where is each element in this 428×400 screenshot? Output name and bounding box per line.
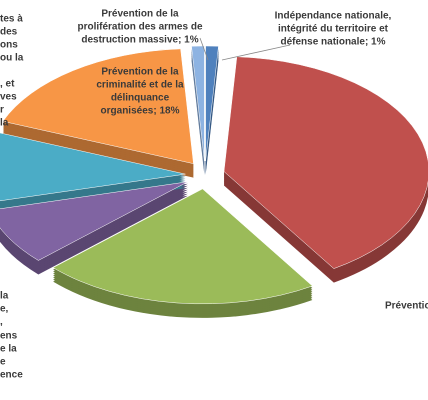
- slice: [223, 56, 428, 269]
- slice: [0, 132, 186, 202]
- slice-label: Prévention de la: [101, 8, 179, 19]
- slice-label: Indépendance nationale,: [275, 10, 392, 21]
- slice-label: r: [0, 104, 4, 115]
- slice-label: e,: [0, 303, 9, 314]
- slice-label: destruction massive; 1%: [81, 34, 198, 45]
- slice-label: e: [0, 356, 6, 367]
- slice-label: , et: [0, 78, 15, 89]
- slice-label: ou la: [0, 52, 24, 63]
- slice: [191, 45, 205, 162]
- slice-label: ens: [0, 330, 18, 341]
- slice-label: tes à: [0, 13, 23, 24]
- slice-label: délinquance: [111, 92, 170, 103]
- slice-label: criminalité et de la: [96, 79, 184, 90]
- slice-label: Préventio: [385, 300, 428, 311]
- slice-label: des: [0, 26, 18, 37]
- slice-label: ves: [0, 91, 17, 102]
- slice: [205, 45, 219, 162]
- slice-label: la: [0, 290, 9, 301]
- slice: [52, 188, 313, 305]
- slice-label: ons: [0, 39, 18, 50]
- slice-label: e la: [0, 343, 17, 354]
- slice-label: ence: [0, 369, 23, 380]
- slice-label: Prévention de la: [101, 66, 179, 77]
- slice: [2, 48, 194, 164]
- slice-label: intégrité du territoire et: [278, 23, 389, 34]
- leader-line: [221, 44, 291, 61]
- slice-label: la: [0, 117, 9, 128]
- slice-label: défense nationale; 1%: [280, 36, 385, 47]
- slice-label: ,: [0, 316, 3, 327]
- slice: [0, 181, 188, 261]
- leader-line: [199, 37, 209, 61]
- slice-label: organisées; 18%: [101, 105, 180, 116]
- slice-label: prolifération des armes de: [77, 21, 202, 32]
